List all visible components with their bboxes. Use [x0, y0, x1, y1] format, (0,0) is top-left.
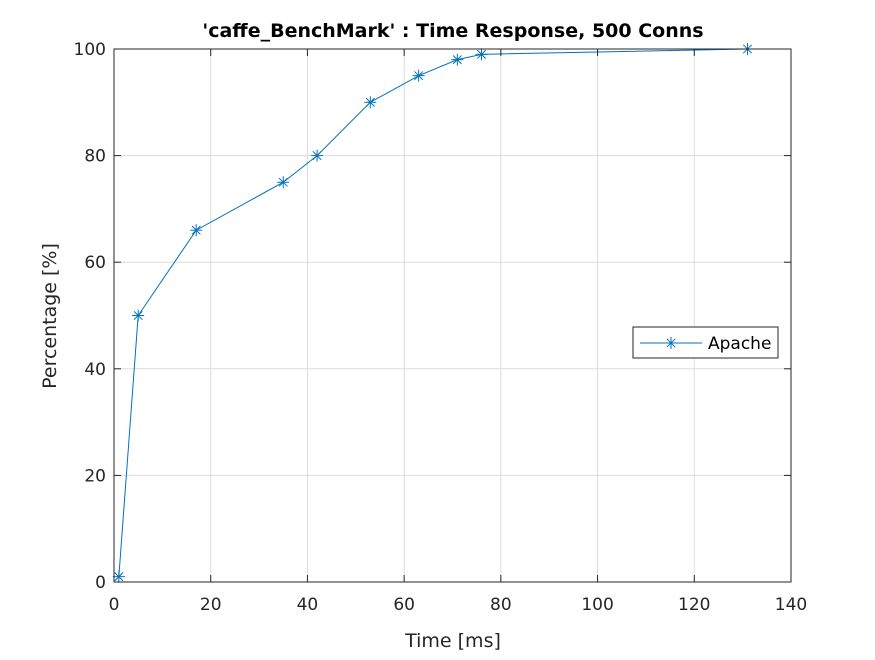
data-point — [412, 69, 425, 82]
x-tick-label: 140 — [775, 595, 807, 615]
data-point — [364, 96, 377, 109]
legend-label-apache: Apache — [708, 334, 771, 354]
ticks: 0 20 40 60 80 100 120 140 0 20 40 60 80 100 — [74, 40, 808, 615]
legend-marker-asterisk — [665, 337, 677, 349]
data-point — [112, 570, 125, 583]
x-tick-label: 60 — [393, 595, 415, 615]
x-tick-label: 100 — [581, 595, 613, 615]
axes-background — [114, 49, 791, 582]
y-tick-label: 100 — [74, 40, 106, 60]
y-tick-label: 0 — [95, 573, 106, 593]
legend-marker — [665, 337, 677, 349]
y-tick-label: 80 — [84, 147, 106, 167]
y-tick-label: 40 — [84, 360, 106, 380]
x-axis-label: Time [ms] — [404, 630, 501, 652]
x-tick-label: 20 — [200, 595, 222, 615]
chart-title: 'caffe_BenchMark' : Time Response, 500 C… — [202, 20, 703, 42]
y-tick-label: 60 — [84, 253, 106, 273]
legend[interactable]: Apache — [632, 326, 779, 359]
y-tick-label: 20 — [84, 466, 106, 486]
data-point — [190, 224, 203, 237]
x-tick-label: 80 — [490, 595, 512, 615]
data-point — [451, 53, 464, 66]
data-point — [277, 176, 290, 189]
data-point — [475, 48, 488, 61]
data-point — [311, 149, 324, 162]
x-tick-label: 0 — [109, 595, 120, 615]
axes-box — [113, 48, 792, 583]
y-axis-label: Percentage [%] — [39, 243, 61, 389]
x-tick-label: 120 — [678, 595, 710, 615]
series-line-apache — [118, 48, 748, 577]
series-layer — [112, 43, 754, 583]
x-tick-label: 40 — [297, 595, 319, 615]
data-point — [132, 309, 145, 322]
